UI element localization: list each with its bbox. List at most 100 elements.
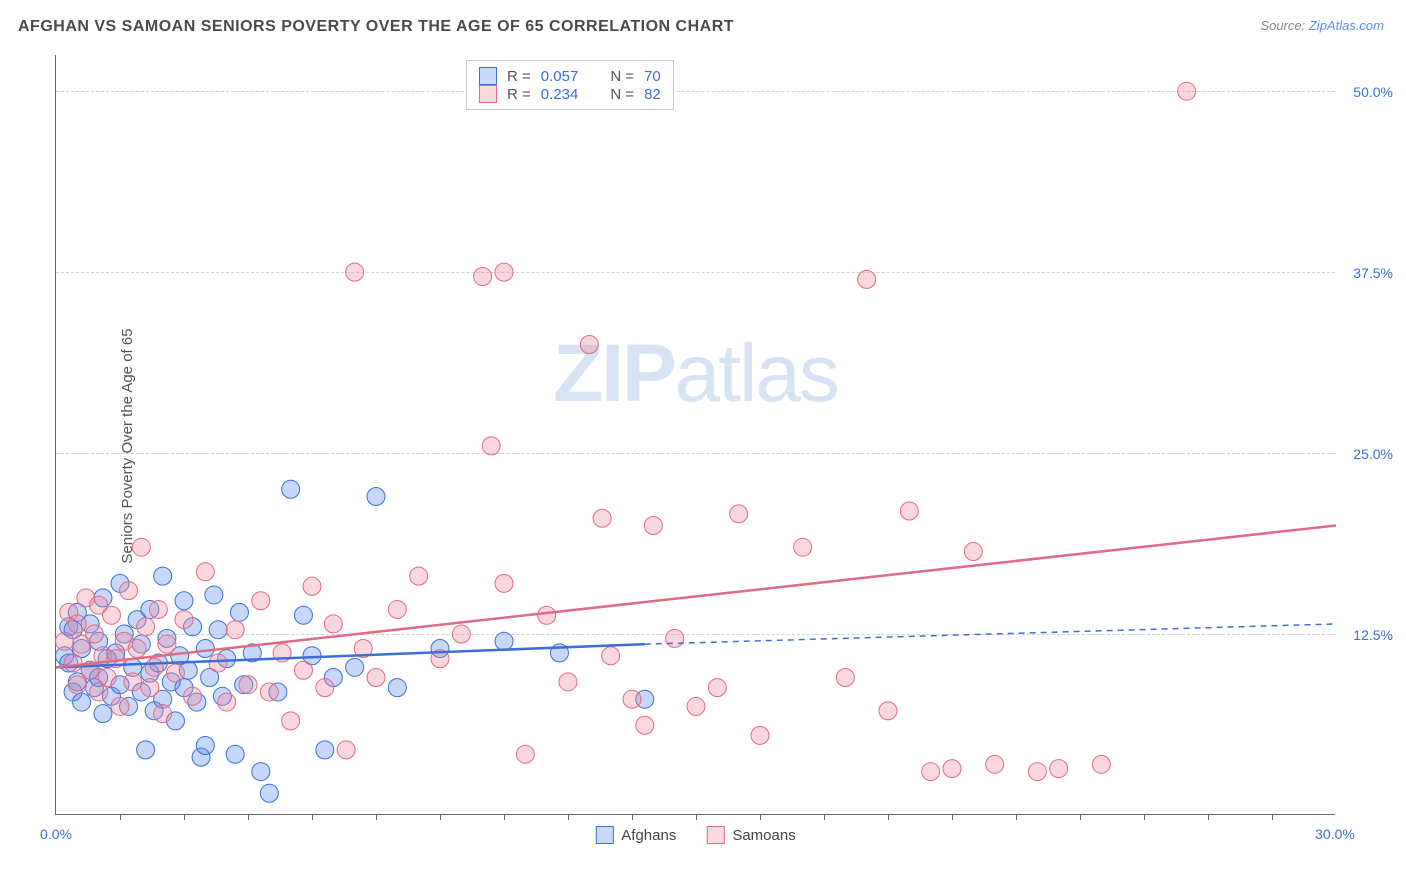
x-tick [1080,814,1081,820]
x-tick [760,814,761,820]
data-point [836,668,854,686]
legend-swatch [479,67,497,85]
data-point [128,640,146,658]
data-point [252,763,270,781]
n-value: 70 [644,68,661,85]
data-point [73,693,91,711]
data-point [367,488,385,506]
scatter-plot [56,55,1335,814]
data-point [260,683,278,701]
stats-legend-row: R =0.234N =82 [479,85,661,103]
data-point [196,737,214,755]
data-point [346,658,364,676]
source-label: Source: [1260,18,1305,33]
r-value: 0.234 [541,86,579,103]
legend-swatch [595,826,613,844]
legend-item: Afghans [595,826,676,844]
data-point [986,755,1004,773]
data-point [452,625,470,643]
legend-label: Afghans [621,827,676,844]
data-point [623,690,641,708]
data-point [316,679,334,697]
r-label: R = [507,68,531,85]
data-point [388,679,406,697]
legend-swatch [479,85,497,103]
data-point [346,263,364,281]
x-tick [824,814,825,820]
data-point [175,611,193,629]
data-point [516,745,534,763]
data-point [56,632,74,650]
data-point [751,726,769,744]
data-point [1178,82,1196,100]
data-point [294,661,312,679]
data-point [252,592,270,610]
x-tick [376,814,377,820]
data-point [316,741,334,759]
source-link[interactable]: ZipAtlas.com [1309,18,1384,33]
legend-label: Samoans [732,827,795,844]
data-point [282,480,300,498]
data-point [1028,763,1046,781]
n-value: 82 [644,86,661,103]
data-point [196,640,214,658]
data-point [580,336,598,354]
x-tick [1272,814,1273,820]
x-tick [1016,814,1017,820]
data-point [410,567,428,585]
data-point [474,267,492,285]
data-point [260,784,278,802]
data-point [922,763,940,781]
x-tick [1144,814,1145,820]
data-point [644,516,662,534]
x-tick [120,814,121,820]
data-point [495,632,513,650]
plot-area: ZIPatlas 12.5%25.0%37.5%50.0% R =0.057N … [55,55,1335,815]
data-point [145,658,163,676]
data-point [495,263,513,281]
data-point [158,635,176,653]
data-point [137,618,155,636]
data-point [495,574,513,592]
stats-legend-row: R = 0.057 N = 70 [479,67,661,85]
x-tick [1208,814,1209,820]
data-point [226,621,244,639]
stats-legend: R = 0.057 N = 70R = 0.234 N = 82 [466,60,674,110]
data-point [388,600,406,618]
n-label: N = [610,68,634,85]
data-point [209,654,227,672]
data-point [230,603,248,621]
data-point [120,582,138,600]
data-point [559,673,577,691]
trend-line [56,525,1336,667]
data-point [482,437,500,455]
data-point [218,693,236,711]
data-point [209,621,227,639]
data-point [64,654,82,672]
data-point [879,702,897,720]
trend-line-extrapolated [645,624,1336,644]
x-tick [632,814,633,820]
data-point [294,606,312,624]
data-point [324,615,342,633]
data-point [132,538,150,556]
y-tick-label: 12.5% [1353,627,1393,643]
data-point [367,668,385,686]
data-point [205,586,223,604]
data-point [708,679,726,697]
r-value: 0.057 [541,68,579,85]
data-point [1050,760,1068,778]
data-point [943,760,961,778]
data-point [175,592,193,610]
data-point [666,629,684,647]
data-point [538,606,556,624]
data-point [337,741,355,759]
data-point [137,741,155,759]
source-attribution: Source: ZipAtlas.com [1260,18,1384,33]
r-label: R = [507,86,531,103]
data-point [68,676,86,694]
x-tick [568,814,569,820]
x-tick [952,814,953,820]
data-point [303,577,321,595]
data-point [149,600,167,618]
